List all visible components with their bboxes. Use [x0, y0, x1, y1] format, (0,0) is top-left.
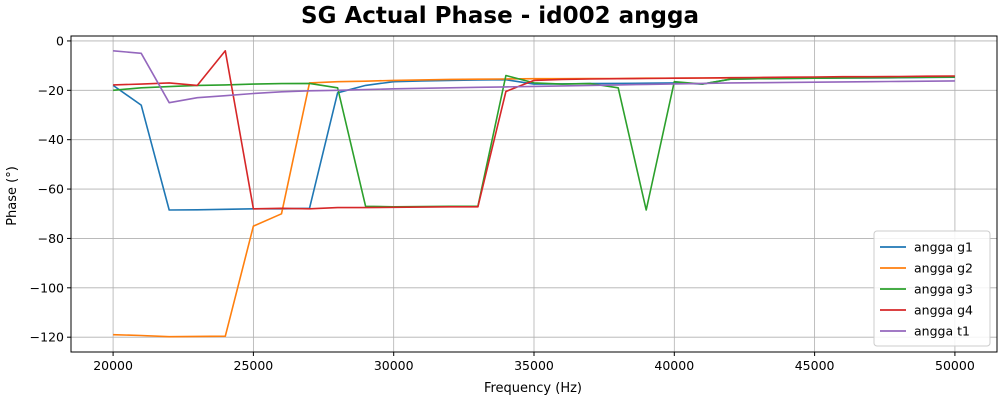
legend-label: angga g2 [914, 261, 973, 276]
y-tick-label: −80 [38, 231, 64, 246]
y-axis-label: Phase (°) [5, 166, 20, 226]
legend-label: angga g1 [914, 240, 973, 255]
series-line-angga-t1 [113, 50, 955, 104]
series-line-angga-g3 [113, 74, 955, 211]
x-tick-label: 45000 [795, 358, 835, 373]
legend-label: angga g4 [914, 303, 973, 318]
y-tick-label: −100 [30, 280, 64, 295]
legend-box [873, 230, 991, 347]
x-tick-label: 40000 [654, 358, 694, 373]
x-tick-label: 20000 [93, 358, 133, 373]
series-line-angga-g4 [113, 49, 955, 210]
legend-label: angga t1 [914, 324, 970, 339]
y-tick-label: −40 [38, 132, 64, 147]
x-axis-label: Frequency (Hz) [484, 381, 582, 396]
y-tick-label: −120 [30, 330, 64, 345]
x-axis-ticks: 20000 25000 30000 35000 40000 45000 50000 [93, 352, 975, 373]
legend-label: angga g3 [914, 282, 973, 297]
legend: angga g1 angga g2 angga g3 angga g4 angga t1 [873, 230, 991, 347]
chart-title: SG Actual Phase - id002 angga [301, 3, 699, 29]
x-tick-label: 35000 [514, 358, 554, 373]
y-tick-label: −20 [38, 83, 64, 98]
x-tick-label: 50000 [935, 358, 975, 373]
y-tick-label: 0 [56, 33, 64, 48]
series-lines [112, 49, 955, 338]
x-tick-label: 30000 [374, 358, 414, 373]
y-tick-label: −60 [38, 182, 64, 197]
grid-lines [71, 36, 997, 352]
y-axis-ticks: 0 −20 −40 −60 −80 −100 −120 [30, 33, 71, 345]
x-tick-label: 25000 [234, 358, 274, 373]
